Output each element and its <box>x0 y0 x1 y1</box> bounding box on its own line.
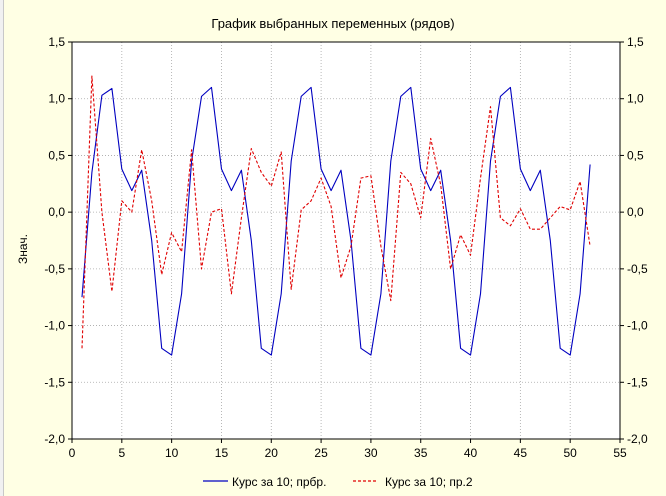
y-tick-label-right: 1,5 <box>627 35 644 49</box>
y-tick-label-left: -0,5 <box>44 262 65 276</box>
y-axis-label: Знач. <box>16 234 30 264</box>
axis-ticks: 0 5 10 15 20 25 30 35 40 45 50 55 1,5 1,5 1,0 1,0 0,5 0,5… <box>44 35 648 460</box>
y-tick-label-right: -0,5 <box>627 262 648 276</box>
legend-label-series-2: Курс за 10; пр.2 <box>385 475 473 489</box>
grid <box>72 42 620 439</box>
y-tick-label-left: 1,5 <box>48 35 65 49</box>
y-tick-label-right: -1,0 <box>627 319 648 333</box>
x-tick-label: 15 <box>215 446 229 460</box>
y-tick-label-right: -1,5 <box>627 375 648 389</box>
x-tick-label: 20 <box>265 446 279 460</box>
y-tick-label-left: -1,5 <box>44 375 65 389</box>
legend: Курс за 10; прбр. Курс за 10; пр.2 <box>203 475 473 489</box>
x-tick-label: 30 <box>364 446 378 460</box>
y-tick-label-right: -2,0 <box>627 432 648 446</box>
x-tick-label: 25 <box>314 446 328 460</box>
series-lines <box>81 75 591 356</box>
x-tick-label: 40 <box>464 446 478 460</box>
x-tick-label: 0 <box>69 446 76 460</box>
series-line-2 <box>81 75 591 349</box>
chart-title: График выбранных переменных (рядов) <box>211 16 454 31</box>
y-tick-label-left: 0,5 <box>48 148 65 162</box>
y-tick-label-right: 0,0 <box>627 205 644 219</box>
y-tick-label-right: 0,5 <box>627 148 644 162</box>
x-tick-label: 10 <box>165 446 179 460</box>
y-tick-label-left: -2,0 <box>44 432 65 446</box>
y-tick-label-right: 1,0 <box>627 92 644 106</box>
legend-label-series-1: Курс за 10; прбр. <box>232 475 326 489</box>
x-tick-label: 50 <box>564 446 578 460</box>
x-tick-label: 45 <box>514 446 528 460</box>
window-edge <box>0 0 4 496</box>
plot-border <box>71 41 621 440</box>
x-tick-label: 5 <box>118 446 125 460</box>
y-tick-label-left: -1,0 <box>44 319 65 333</box>
plot-area <box>72 42 620 439</box>
x-tick-label: 55 <box>613 446 627 460</box>
x-tick-label: 35 <box>414 446 428 460</box>
series-line-1 <box>81 86 591 356</box>
y-tick-label-left: 0,0 <box>48 205 65 219</box>
y-tick-label-left: 1,0 <box>48 92 65 106</box>
